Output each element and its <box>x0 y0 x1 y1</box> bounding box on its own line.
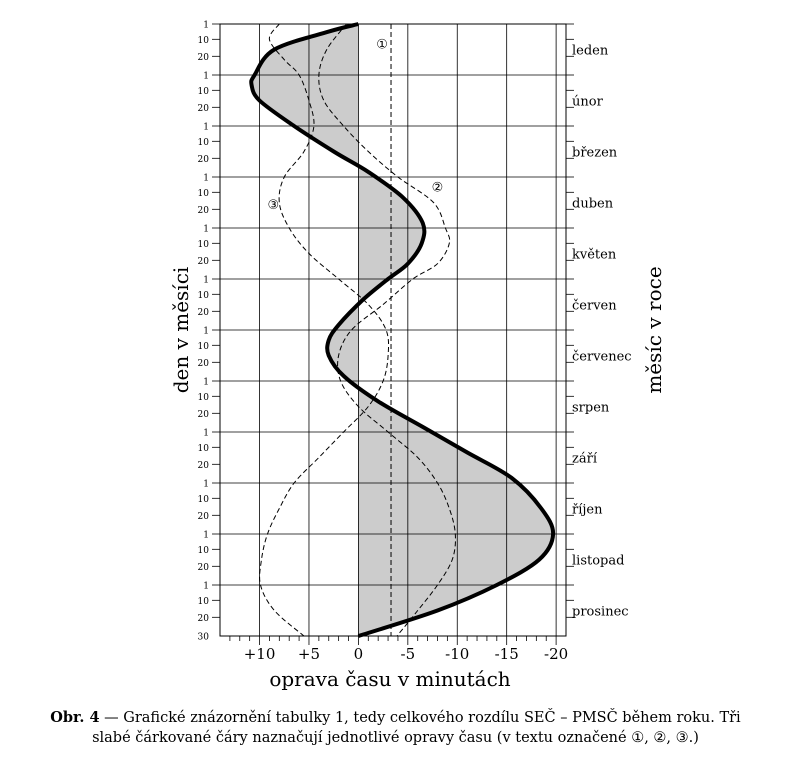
day-tick-label-30: 1 <box>203 531 209 541</box>
day-tick-label-32: 20 <box>198 563 210 573</box>
day-tick-label-23: 20 <box>198 410 210 420</box>
month-label-7: srpen <box>572 401 610 416</box>
month-label-6: červenec <box>572 350 632 365</box>
day-tick-label-18: 1 <box>203 327 209 337</box>
month-label-2: březen <box>572 146 618 161</box>
day-tick-label-25: 10 <box>198 444 210 454</box>
month-label-4: květen <box>572 248 617 263</box>
x-axis-ticks: +10 +5 0 -5 -10 -15 -20 <box>229 636 568 663</box>
day-tick-label-29: 20 <box>198 512 210 522</box>
day-tick-label-8: 20 <box>198 155 210 165</box>
day-tick-label-1: 10 <box>198 36 210 46</box>
time-correction-chart: 1102011020110201102011020110201102011020… <box>169 21 666 692</box>
annotation-2: ② <box>432 180 444 195</box>
day-tick-label-35: 20 <box>198 614 210 624</box>
day-tick-label-5: 20 <box>198 104 210 114</box>
day-tick-label-3: 1 <box>203 72 209 82</box>
day-tick-label-10: 10 <box>198 189 210 199</box>
day-tick-label-22: 10 <box>198 393 210 403</box>
day-tick-label-6: 1 <box>203 123 209 133</box>
day-tick-label-33: 1 <box>203 582 209 592</box>
x-tick-label-2: 0 <box>354 645 364 663</box>
series-group <box>249 22 556 638</box>
day-tick-label-last: 30 <box>198 633 210 643</box>
month-label-8: září <box>572 452 598 467</box>
day-tick-label-11: 20 <box>198 206 210 216</box>
x-tick-label-3: -5 <box>401 645 416 663</box>
curve-annotations: ① ② ③ <box>268 37 444 213</box>
month-labels: leden únor březen duben květen červen červenec… <box>572 44 632 620</box>
day-ticks: 1 10 20 1 10 20 1 10 20 1 10 20 1 10 20 1 10 20 1 10 20 1 10 20… <box>198 21 574 643</box>
day-tick-label-13: 10 <box>198 240 210 250</box>
day-tick-label-4: 10 <box>198 87 210 97</box>
day-tick-label-0: 1 <box>203 21 209 31</box>
day-tick-label-12: 1 <box>203 225 209 235</box>
day-tick-label-19: 10 <box>198 342 210 352</box>
day-tick-label-34: 10 <box>198 597 210 607</box>
figure-caption: Obr. 4 — Grafické znázornění tabulky 1, … <box>10 708 781 748</box>
day-tick-label-2: 20 <box>198 53 210 63</box>
x-tick-label-6: -20 <box>544 645 568 663</box>
x-axis-label: oprava času v minutách <box>269 667 510 691</box>
series-line-0 <box>249 22 556 638</box>
caption-line2: slabé čárkované čáry naznačují jednotliv… <box>92 730 699 746</box>
month-label-11: prosinec <box>572 605 629 620</box>
series-line-2 <box>318 23 456 637</box>
day-tick-label-7: 10 <box>198 138 210 148</box>
day-tick-label-21: 1 <box>203 378 209 388</box>
x-tick-label-0: +10 <box>244 645 276 663</box>
day-tick-label-31: 10 <box>198 546 210 556</box>
annotation-1: ① <box>376 37 388 52</box>
left-axis-label: den v měsíci <box>169 267 193 394</box>
day-tick-label-27: 1 <box>203 480 209 490</box>
day-tick-label-14: 20 <box>198 257 210 267</box>
month-label-1: únor <box>572 95 604 110</box>
x-tick-label-4: -10 <box>445 645 469 663</box>
month-label-5: červen <box>572 299 617 314</box>
series-line-3 <box>259 23 390 637</box>
day-tick-label-20: 20 <box>198 359 210 369</box>
x-tick-label-1: +5 <box>298 645 320 663</box>
annotation-3: ③ <box>268 198 280 213</box>
caption-label: Obr. 4 <box>50 709 100 726</box>
month-label-10: listopad <box>572 554 624 569</box>
month-label-9: říjen <box>572 503 603 518</box>
x-tick-label-5: -15 <box>495 645 519 663</box>
day-tick-label-16: 10 <box>198 291 210 301</box>
day-tick-label-17: 20 <box>198 308 210 318</box>
grid <box>219 23 567 637</box>
day-tick-label-28: 10 <box>198 495 210 505</box>
right-axis-label: měsíc v roce <box>642 266 666 393</box>
day-tick-label-24: 1 <box>203 429 209 439</box>
day-tick-label-9: 1 <box>203 174 209 184</box>
month-label-3: duben <box>572 197 614 212</box>
day-tick-label-15: 1 <box>203 276 209 286</box>
month-label-0: leden <box>572 44 609 59</box>
caption-text: — Grafické znázornění tabulky 1, tedy ce… <box>99 710 741 726</box>
day-tick-label-26: 20 <box>198 461 210 471</box>
